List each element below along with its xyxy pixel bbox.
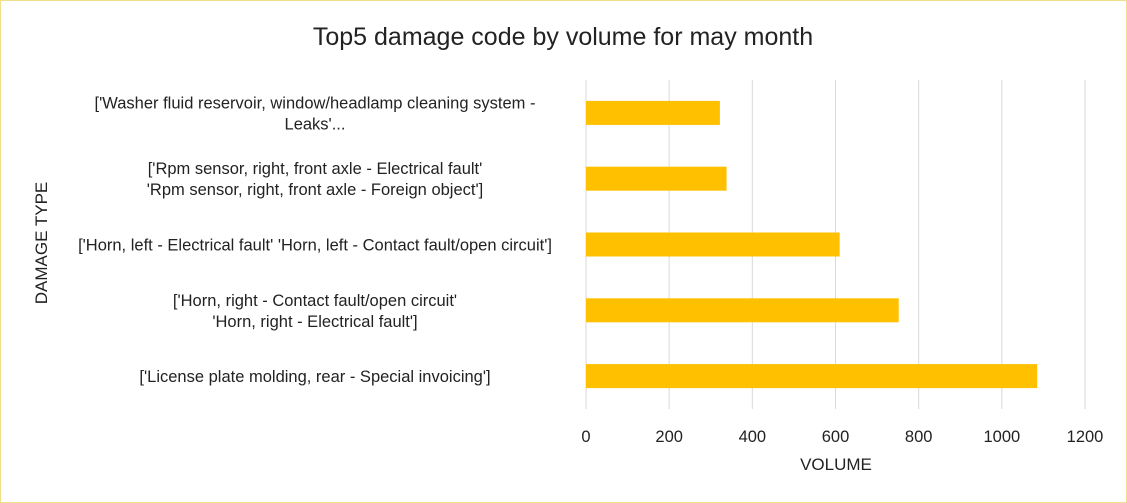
- bar: [586, 364, 1038, 389]
- category-label: ['Horn, right - Contact fault/open circu…: [173, 292, 457, 331]
- x-tick-label: 1200: [1067, 428, 1104, 446]
- category-label-line: ['Horn, left - Electrical fault' 'Horn, …: [78, 237, 552, 255]
- x-tick-label: 0: [581, 428, 590, 446]
- x-axis-title: VOLUME: [800, 455, 872, 474]
- category-labels: ['Washer fluid reservoir, window/headlam…: [78, 94, 552, 386]
- category-label-line: ['Washer fluid reservoir, window/headlam…: [95, 94, 536, 112]
- bar: [586, 100, 720, 125]
- bar: [586, 232, 840, 257]
- category-label-line: ['Rpm sensor, right, front axle - Electr…: [148, 160, 483, 178]
- category-label-line: 'Horn, right - Electrical fault']: [212, 313, 417, 331]
- category-label: ['Washer fluid reservoir, window/headlam…: [95, 94, 536, 133]
- category-label-line: ['Horn, right - Contact fault/open circu…: [173, 292, 457, 310]
- gridlines: [585, 80, 1086, 409]
- bars: [586, 100, 1038, 389]
- bar: [586, 166, 727, 191]
- category-label: ['Rpm sensor, right, front axle - Electr…: [147, 160, 483, 199]
- x-tick-label: 600: [822, 428, 850, 446]
- x-tick-labels: 0 200 400 600 800 1000 1200: [581, 428, 1103, 446]
- y-axis-title: DAMAGE TYPE: [32, 182, 51, 305]
- bar: [586, 298, 899, 323]
- x-tick-label: 200: [655, 428, 683, 446]
- x-tick-label: 1000: [983, 428, 1020, 446]
- x-tick-label: 400: [739, 428, 767, 446]
- category-label: ['License plate molding, rear - Special …: [139, 368, 490, 386]
- category-label-line: ['License plate molding, rear - Special …: [139, 368, 490, 386]
- x-tick-label: 800: [905, 428, 933, 446]
- chart-title: Top5 damage code by volume for may month: [313, 23, 813, 51]
- category-label-line: Leaks'...: [285, 115, 346, 133]
- category-label-line: 'Rpm sensor, right, front axle - Foreign…: [147, 181, 483, 199]
- category-label: ['Horn, left - Electrical fault' 'Horn, …: [78, 237, 552, 255]
